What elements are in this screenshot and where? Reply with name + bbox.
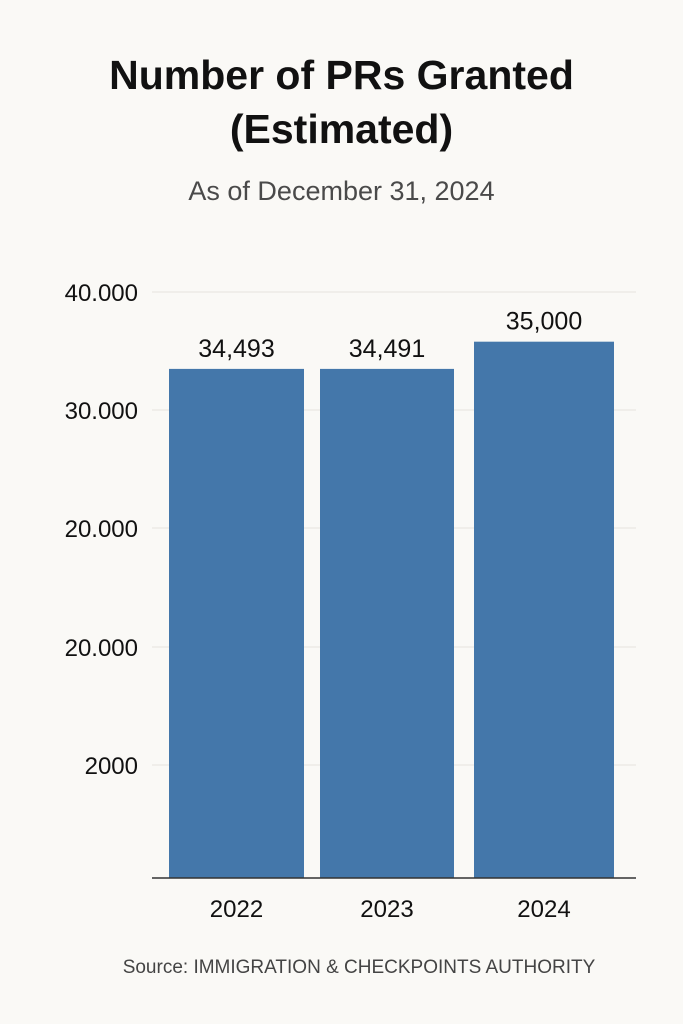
x-tick-label-2022: 2022	[210, 896, 263, 923]
x-tick-label-2023: 2023	[360, 896, 413, 923]
x-tick-label-2024: 2024	[517, 896, 570, 923]
data-label-2022: 34,493	[198, 335, 274, 363]
chart-subtitle: As of December 31, 2024	[188, 176, 495, 206]
data-label-2023: 34,491	[349, 335, 425, 363]
y-tick-label: 30.000	[65, 398, 138, 425]
y-tick-label: 20.000	[65, 635, 138, 662]
y-tick-label: 2000	[85, 753, 138, 780]
bar-2022	[169, 368, 304, 878]
y-tick-label: 40.000	[65, 280, 138, 307]
bar-2023	[320, 368, 454, 878]
data-label-2024: 35,000	[506, 308, 582, 336]
chart-title-line-2: (Estimated)	[229, 106, 454, 152]
chart-title-line-1: Number of PRs Granted	[109, 52, 574, 98]
bar-2024	[474, 341, 614, 878]
source-note: Source: IMMIGRATION & CHECKPOINTS AUTHOR…	[122, 957, 596, 978]
chart-title: Number of PRs Granted (Estimated)	[0, 48, 683, 156]
y-tick-label: 20.000	[65, 516, 138, 543]
